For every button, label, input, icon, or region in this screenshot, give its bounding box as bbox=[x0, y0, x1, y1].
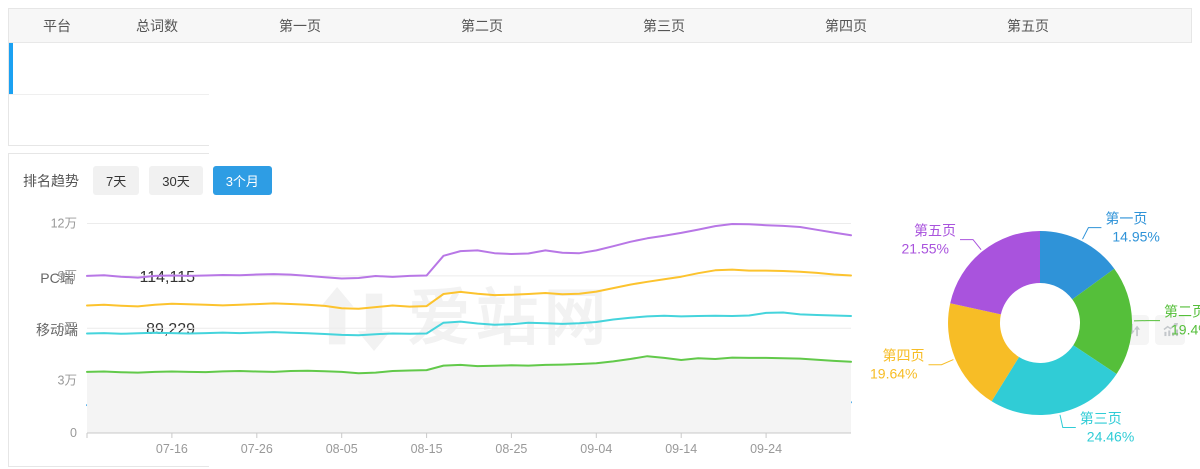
trend-chart-button[interactable] bbox=[1155, 314, 1185, 345]
svg-text:19.4%: 19.4% bbox=[1171, 322, 1200, 338]
line-chart-area: 爱站网 0 3万 6万 9万 12万 07-16 07-26 08-05 08-15 08-25 0… bbox=[23, 201, 868, 465]
svg-text:21.55%: 21.55% bbox=[902, 241, 949, 257]
svg-text:08-15: 08-15 bbox=[411, 442, 443, 456]
donut-chart-area: 第一页 14.95% 第二页 19.4% 第三页 24.46% 第四页 19.64% 第五页 21… bbox=[868, 201, 1200, 465]
col-page2: 第二页 bbox=[461, 17, 503, 34]
svg-text:09-14: 09-14 bbox=[665, 442, 697, 456]
tab-7-days[interactable]: 7天 bbox=[93, 166, 140, 195]
svg-text:08-05: 08-05 bbox=[326, 442, 358, 456]
svg-text:24.46%: 24.46% bbox=[1087, 429, 1134, 445]
svg-text:07-26: 07-26 bbox=[241, 442, 273, 456]
line-chart[interactable]: 0 3万 6万 9万 12万 07-16 07-26 08-05 08-15 08-25 09-04… bbox=[23, 201, 868, 465]
svg-text:第一页: 第一页 bbox=[1105, 211, 1147, 227]
svg-text:3万: 3万 bbox=[58, 374, 77, 388]
svg-text:第二页: 第二页 bbox=[1164, 304, 1200, 320]
tab-30-days[interactable]: 30天 bbox=[149, 166, 203, 195]
svg-text:第五页: 第五页 bbox=[914, 223, 956, 239]
keyword-table: 平台 总词数 第一页 第二页 第三页 第四页 第五页 PC端 114,115 1… bbox=[8, 8, 1200, 469]
svg-text:09-04: 09-04 bbox=[580, 442, 612, 456]
trend-title: 排名趋势 bbox=[23, 172, 79, 189]
svg-text:9万: 9万 bbox=[58, 269, 77, 283]
total-words-value: 114,115 bbox=[139, 268, 195, 286]
donut-chart[interactable]: 第一页 14.95% 第二页 19.4% 第三页 24.46% 第四页 19.64% 第五页 21… bbox=[868, 201, 1200, 453]
trend-body: 爱站网 0 3万 6万 9万 12万 07-16 07-26 08-05 08-15 08-25 0… bbox=[23, 201, 1200, 465]
table-row-pc[interactable]: PC端 114,115 17,056 14.95%▼ 22,144 19.40%… bbox=[9, 43, 1200, 469]
svg-text:0: 0 bbox=[70, 426, 77, 440]
table-row-mobile[interactable]: 移动端 89,229 14,816 16.60%▼ 19,532 21.89%▲… bbox=[9, 94, 1200, 469]
tab-3-months[interactable]: 3个月 bbox=[212, 166, 272, 195]
svg-text:第三页: 第三页 bbox=[1080, 411, 1122, 427]
svg-text:第四页: 第四页 bbox=[883, 348, 925, 364]
col-page1: 第一页 bbox=[279, 17, 321, 34]
col-page3: 第三页 bbox=[643, 17, 685, 34]
svg-text:6万: 6万 bbox=[58, 321, 77, 335]
watermark-text: 爱站网 bbox=[408, 284, 613, 353]
trend-chart-icon bbox=[1162, 322, 1178, 337]
svg-text:07-16: 07-16 bbox=[156, 442, 188, 456]
trend-panel: 排名趋势 7天 30天 3个月 爱站网 0 3万 6万 9万 12万 07-16 07-26… bbox=[8, 153, 1200, 467]
col-total: 总词数 bbox=[136, 17, 178, 34]
svg-text:12万: 12万 bbox=[51, 217, 77, 231]
svg-text:19.64%: 19.64% bbox=[870, 366, 917, 382]
platform-label: PC端 bbox=[40, 269, 74, 286]
table-header: 平台 总词数 第一页 第二页 第三页 第四页 第五页 bbox=[9, 9, 1191, 43]
col-page4: 第四页 bbox=[825, 17, 867, 34]
svg-text:09-24: 09-24 bbox=[750, 442, 782, 456]
watermark: 爱站网 bbox=[318, 287, 612, 351]
platform-label: 移动端 bbox=[36, 321, 78, 338]
svg-text:14.95%: 14.95% bbox=[1112, 229, 1159, 245]
trend-header: 排名趋势 7天 30天 3个月 bbox=[23, 166, 1191, 195]
col-page5: 第五页 bbox=[1007, 17, 1049, 34]
col-platform: 平台 bbox=[43, 17, 71, 34]
svg-text:08-25: 08-25 bbox=[495, 442, 527, 456]
